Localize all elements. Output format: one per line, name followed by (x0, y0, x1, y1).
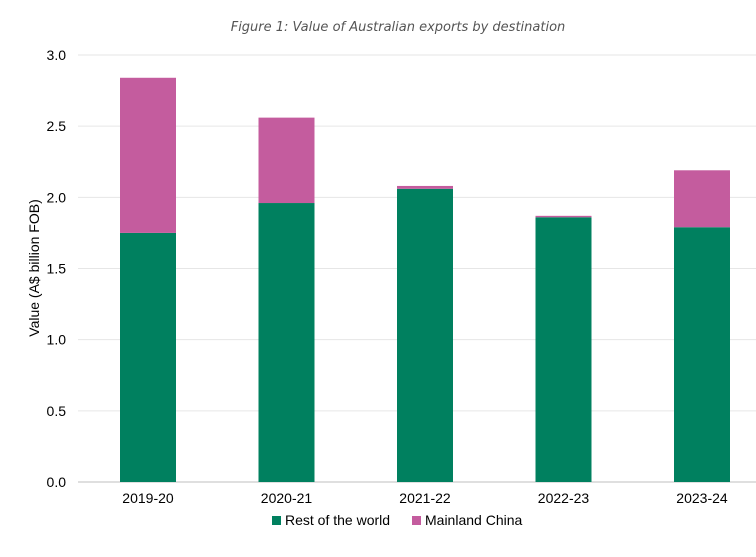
x-tick-label: 2023-24 (676, 490, 728, 506)
x-tick-label: 2022-23 (538, 490, 590, 506)
legend-swatch (412, 516, 421, 525)
y-tick-label: 2.0 (47, 189, 67, 205)
bar-rest-of-the-world-2020-21 (258, 203, 315, 482)
x-tick-label: 2021-22 (399, 490, 451, 506)
bar-mainland-china-2020-21 (258, 117, 315, 204)
legend-label: Rest of the world (285, 512, 390, 528)
legend-swatch (272, 516, 281, 525)
x-tick-label: 2020-21 (261, 490, 313, 506)
bar-mainland-china-2021-22 (397, 185, 453, 189)
y-tick-label: 3.0 (47, 47, 67, 63)
legend: Rest of the world Mainland China (272, 512, 522, 528)
y-tick-label: 1.5 (47, 261, 67, 277)
x-tick-label: 2019-20 (122, 490, 174, 506)
legend-label: Mainland China (425, 512, 522, 528)
y-axis-ticks: 0.0 0.5 1.0 1.5 2.0 2.5 3.0 (47, 47, 67, 490)
chart-title: Figure 1: Value of Australian exports by… (231, 20, 566, 35)
bars (120, 77, 730, 482)
y-tick-label: 1.0 (47, 332, 67, 348)
x-axis-ticks: 2019-20 2020-21 2021-22 2022-23 2023-24 (122, 490, 728, 506)
bar-rest-of-the-world-2021-22 (397, 188, 453, 482)
y-tick-label: 0.5 (47, 403, 67, 419)
y-tick-label: 0.0 (47, 474, 67, 490)
bar-rest-of-the-world-2023-24 (674, 227, 730, 482)
bar-mainland-china-2023-24 (674, 170, 730, 228)
bar-rest-of-the-world-2019-20 (120, 232, 176, 482)
bar-mainland-china-2019-20 (120, 77, 176, 233)
y-axis-label: Value (A$ billion FOB) (26, 199, 42, 336)
bar-rest-of-the-world-2022-23 (535, 217, 592, 482)
bar-mainland-china-2022-23 (535, 215, 592, 218)
y-tick-label: 2.5 (47, 118, 67, 134)
